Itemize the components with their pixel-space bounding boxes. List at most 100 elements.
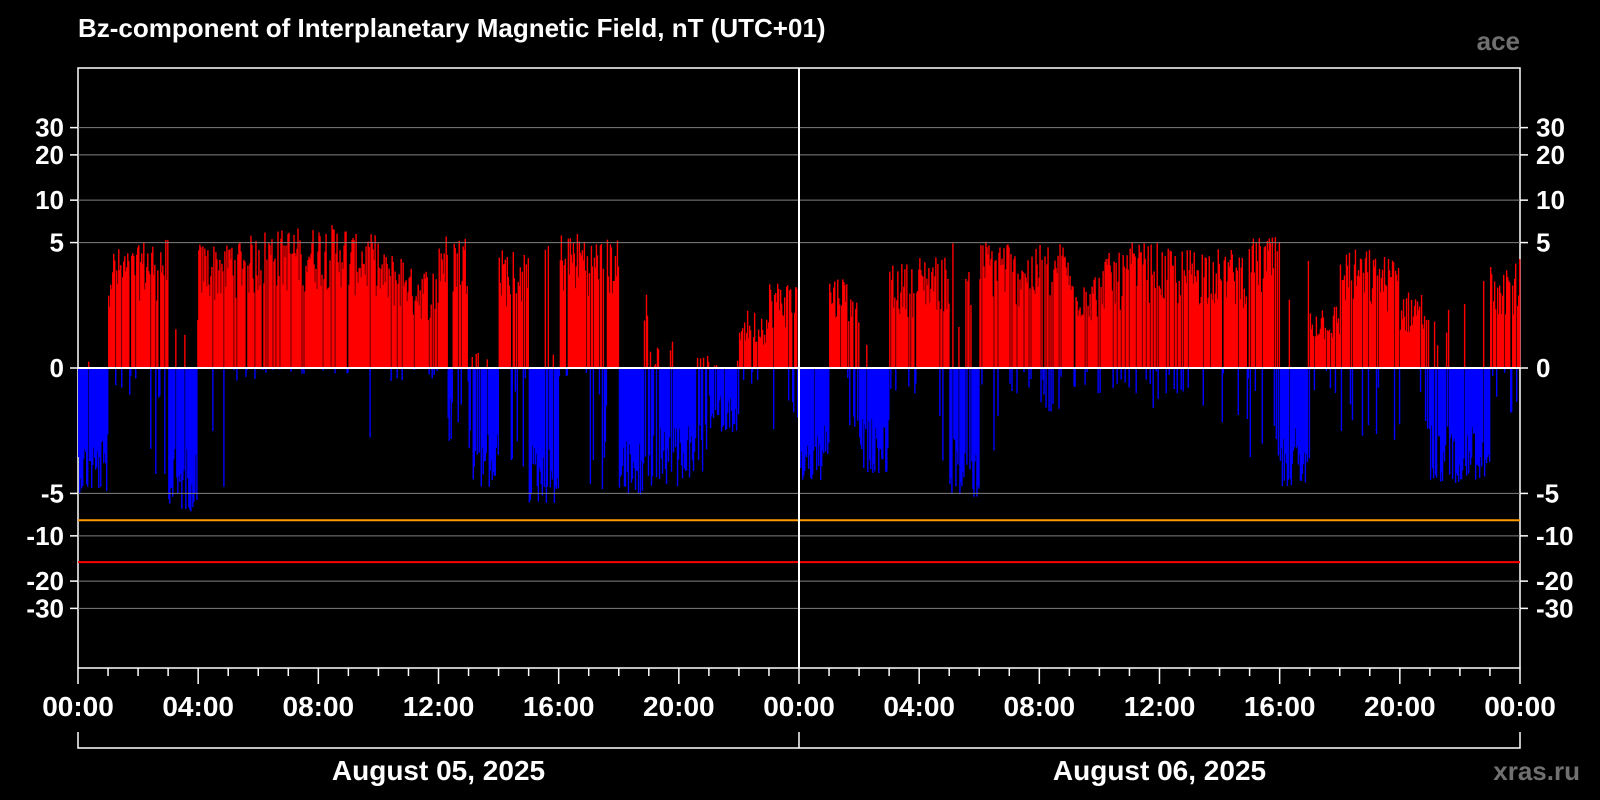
bz-bar <box>81 368 83 489</box>
bz-bar <box>742 368 745 381</box>
bz-bar <box>1307 260 1310 368</box>
bz-bar <box>1082 314 1084 368</box>
bz-bar <box>239 242 241 368</box>
bz-bar <box>1477 368 1480 467</box>
bz-bar <box>1382 291 1385 368</box>
bz-bar <box>90 368 92 462</box>
bz-bar <box>1320 318 1323 368</box>
bz-bar <box>1330 332 1333 368</box>
bz-bar <box>900 292 902 368</box>
bz-bar <box>1086 368 1088 373</box>
bz-bar <box>817 368 819 437</box>
bz-bar <box>1087 305 1089 368</box>
bz-bar <box>1182 368 1184 392</box>
bz-bar <box>1085 291 1087 368</box>
bz-bar <box>237 254 239 368</box>
bz-bar <box>1363 292 1366 368</box>
bz-bar <box>1464 368 1467 466</box>
bz-bar <box>543 368 546 488</box>
bz-bar <box>1192 283 1194 368</box>
bz-bar <box>1491 368 1494 376</box>
bz-bar <box>1498 285 1501 368</box>
bz-bar <box>423 273 425 368</box>
bz-bar <box>260 270 262 368</box>
bz-bar <box>1256 261 1259 368</box>
bz-bar <box>811 368 813 480</box>
bz-bar <box>564 258 567 368</box>
bz-bar <box>587 295 590 368</box>
bz-bar <box>1006 245 1008 368</box>
bz-bar <box>418 305 420 368</box>
bz-bar <box>1428 368 1431 429</box>
bz-bar <box>190 368 192 512</box>
y-tick-label-right: 5 <box>1536 228 1550 258</box>
bz-bar <box>733 368 736 425</box>
bz-bar <box>552 354 555 368</box>
bz-bar <box>476 368 478 455</box>
bz-bar <box>883 368 885 427</box>
bz-bar <box>1227 262 1229 368</box>
bz-bar <box>763 334 766 368</box>
bz-bar <box>193 368 195 502</box>
bz-bar <box>397 283 399 368</box>
bz-bar <box>82 368 84 486</box>
bz-bar <box>357 282 359 368</box>
bz-bar <box>886 368 888 472</box>
bz-bar <box>296 248 298 368</box>
bz-bar <box>699 358 702 368</box>
bz-bar <box>1113 261 1115 368</box>
bz-bar <box>1121 296 1123 368</box>
bz-bar <box>1243 288 1246 368</box>
bz-bar <box>1001 258 1003 368</box>
bz-bar <box>652 368 655 436</box>
bz-bar <box>290 368 292 372</box>
bz-bar <box>521 271 524 368</box>
bz-bar <box>954 368 956 441</box>
bz-bar <box>243 259 245 368</box>
bz-bar <box>139 300 141 368</box>
x-tick-label: 08:00 <box>283 691 355 722</box>
bz-bar <box>1338 334 1341 368</box>
bz-bar <box>1183 270 1185 368</box>
bz-bar <box>484 368 486 462</box>
bz-bar <box>467 368 469 382</box>
bz-bar <box>1489 267 1492 368</box>
bz-bar <box>1268 238 1271 368</box>
bz-bar <box>321 274 323 368</box>
bz-bar <box>194 368 196 494</box>
bz-bar <box>1508 282 1511 368</box>
bz-bar <box>800 368 802 468</box>
bz-bar <box>1065 267 1067 368</box>
bz-bar <box>1025 277 1027 368</box>
bz-bar <box>1110 272 1112 368</box>
bz-bar <box>1022 271 1024 368</box>
bz-bar <box>1442 368 1445 453</box>
bz-bar <box>1304 368 1307 483</box>
bz-bar <box>1226 281 1228 368</box>
bz-bar <box>904 269 906 368</box>
bz-bar <box>1144 258 1146 368</box>
bz-bar <box>720 368 723 432</box>
bz-bar <box>1238 257 1241 368</box>
bz-bar <box>1029 288 1031 368</box>
bz-bar <box>637 368 640 494</box>
bz-bar <box>614 255 617 368</box>
bz-bar <box>293 235 295 368</box>
bz-bar <box>405 280 407 368</box>
bz-bar <box>1376 275 1379 368</box>
bz-bar <box>1413 305 1416 368</box>
bz-bar <box>496 368 498 435</box>
bz-bar <box>1422 328 1425 368</box>
bz-bar <box>826 368 828 432</box>
bz-bar <box>951 368 953 493</box>
bz-bar <box>576 234 579 368</box>
bz-bar <box>208 284 210 368</box>
bz-bar <box>374 235 376 368</box>
bz-bar <box>1155 368 1157 372</box>
bz-bar <box>398 274 400 368</box>
bz-bar <box>990 259 992 368</box>
bz-bar <box>1350 280 1353 368</box>
bz-bar <box>204 248 206 368</box>
bz-bar <box>464 238 466 368</box>
bz-bar <box>170 368 172 488</box>
